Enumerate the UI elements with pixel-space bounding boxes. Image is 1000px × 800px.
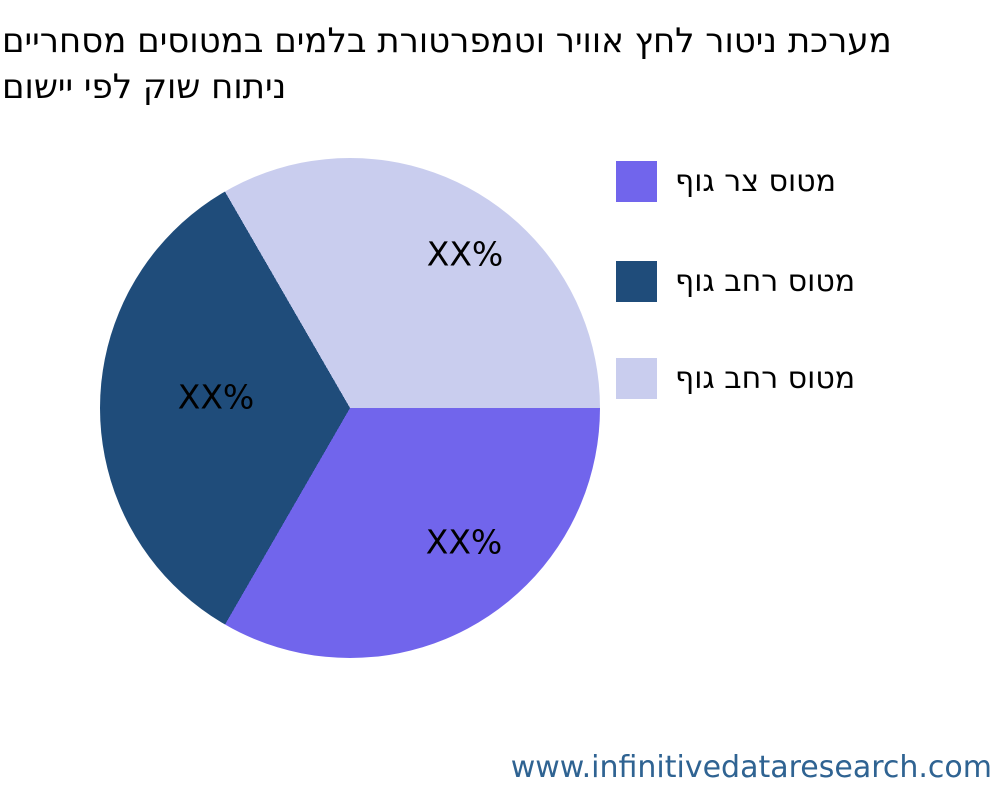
legend-label-wide-body: מטוס רחב גוף — [675, 264, 856, 299]
legend-swatch-wide-body-2 — [616, 358, 657, 399]
legend-item-wide-body: מטוס רחב גוף — [616, 261, 855, 302]
legend-label-wide-body-2: מטוס רחב גוף — [675, 361, 856, 396]
slice-value-label-wide-body-2: XX% — [426, 234, 504, 274]
legend-swatch-wide-body — [616, 261, 657, 302]
legend: מטוס צר גוף מטוס רחב גוף מטוס רחב גוף — [616, 161, 996, 411]
legend-label-narrow-body: מטוס צר גוף — [675, 164, 837, 199]
pie-chart — [100, 158, 600, 658]
slice-value-label-wide-body: XX% — [177, 377, 255, 417]
legend-swatch-narrow-body — [616, 161, 657, 202]
slice-value-label-narrow-body: XX% — [425, 522, 503, 562]
legend-item-narrow-body: מטוס צר גוף — [616, 161, 836, 202]
chart-title-line-1: מערכת ניטור לחץ אוויר וטמפרטורת בלמים במ… — [2, 21, 892, 61]
chart-title: מערכת ניטור לחץ אוויר וטמפרטורת בלמים במ… — [2, 18, 998, 110]
watermark: www.infinitivedataresearch.com — [510, 750, 992, 785]
legend-item-wide-body-2: מטוס רחב גוף — [616, 358, 855, 399]
chart-title-line-2: ניתוח שוק לפי יישום — [2, 67, 287, 107]
